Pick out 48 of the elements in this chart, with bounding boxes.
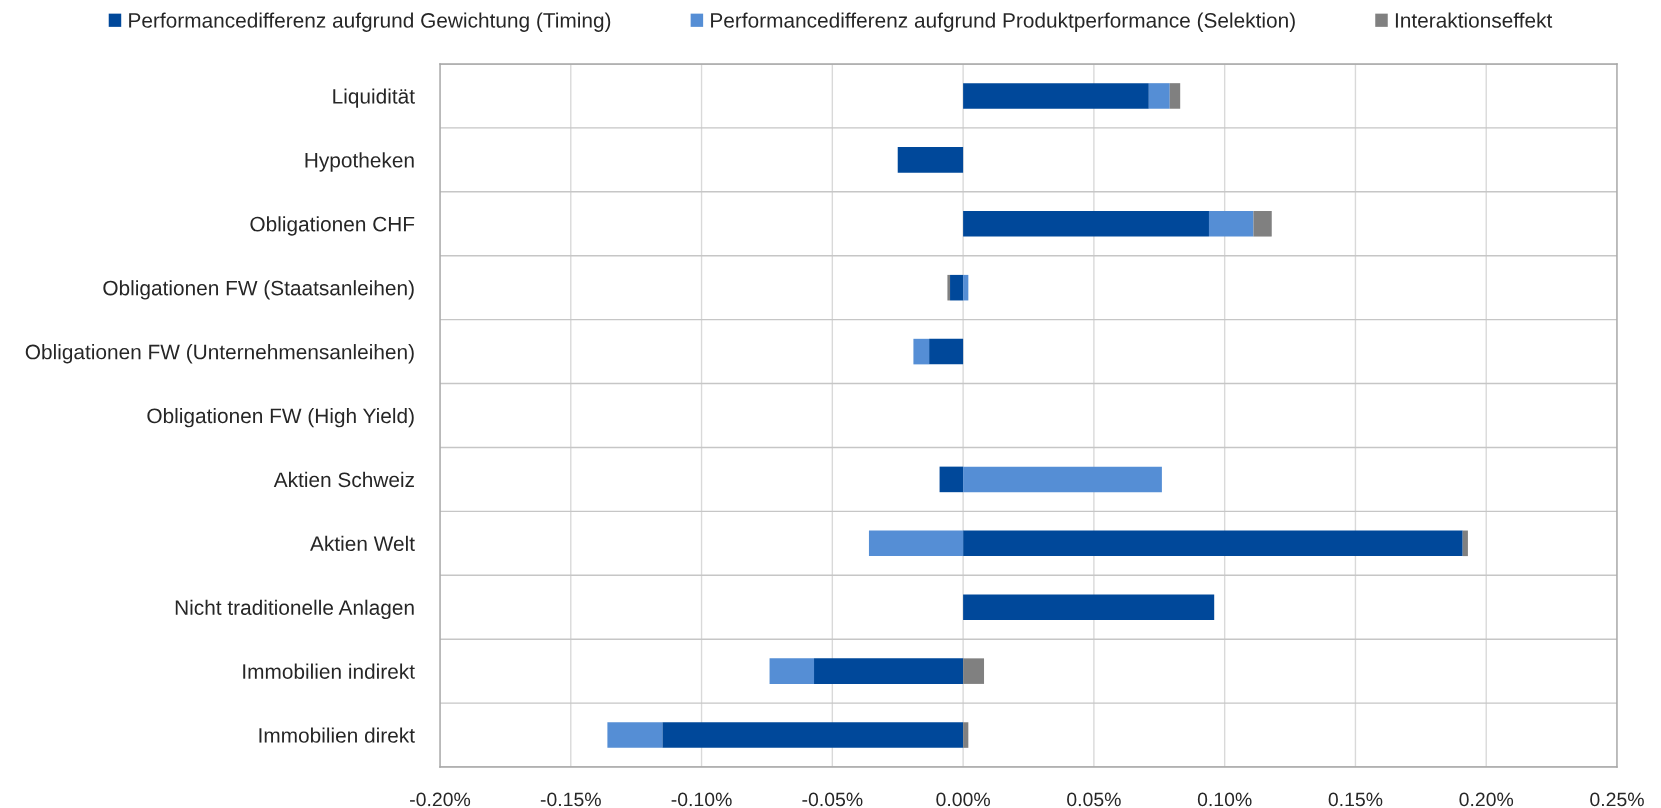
bar: [769, 658, 815, 684]
y-tick-label: Obligationen FW (Staatsanleihen): [103, 280, 414, 300]
bar: [963, 274, 969, 301]
y-tick-label: Aktien Schweiz: [273, 471, 414, 488]
bar: [939, 466, 964, 493]
y-tick-label: Obligationen FW (Unternehmensanleihen): [25, 344, 414, 364]
bar: [963, 530, 1463, 557]
bar: [913, 338, 930, 365]
x-tick-label: 0.05%: [1067, 792, 1121, 807]
x-tick-label: 0.15%: [1328, 792, 1383, 807]
legend-label: Performancedifferenz aufgrund Produktperformance (Selektion): [711, 12, 1295, 32]
x-tick-label: -0.05%: [802, 792, 863, 807]
y-tick-label: Obligationen CHF: [250, 216, 415, 236]
y-tick-label: Immobilien indirekt: [243, 663, 415, 679]
x-tick-label: 0.20%: [1459, 792, 1514, 807]
y-tick-label: Nicht traditionelle Anlagen: [175, 599, 414, 620]
bar: [662, 722, 964, 748]
bar: [1462, 530, 1468, 557]
x-tick-label: -0.15%: [540, 792, 601, 807]
bar: [868, 530, 964, 557]
bar: [963, 466, 1162, 493]
y-tick-label: Hypotheken: [305, 152, 414, 172]
y-tick-label: Liquidität: [333, 88, 415, 108]
bar: [1208, 210, 1254, 237]
bar: [1169, 83, 1181, 109]
bar: [963, 658, 985, 684]
bar: [1253, 210, 1272, 237]
bar: [947, 274, 951, 301]
y-tick-label: Immobilien direkt: [259, 727, 415, 743]
x-tick-label: -0.20%: [410, 792, 471, 807]
bar: [963, 83, 1149, 109]
bar: [963, 722, 969, 748]
bar: [607, 722, 663, 748]
legend-label: Performancedifferenz aufgrund Gewichtung (Timing): [129, 12, 611, 32]
bar: [1148, 83, 1170, 109]
bar: [929, 338, 964, 365]
y-tick-label: Obligationen FW (High Yield): [147, 407, 414, 428]
bar: [963, 594, 1215, 621]
bar: [814, 658, 964, 684]
x-tick-label: 0.25%: [1590, 792, 1644, 807]
bar: [950, 274, 964, 301]
legend-label: Interaktionseffekt: [1395, 12, 1553, 28]
x-tick-label: -0.10%: [671, 792, 732, 807]
y-tick-label: Aktien Welt: [310, 535, 415, 552]
x-tick-label: 0.10%: [1197, 792, 1252, 807]
bar: [897, 147, 964, 173]
x-tick-label: 0.00%: [936, 792, 990, 807]
bar: [963, 210, 1209, 237]
